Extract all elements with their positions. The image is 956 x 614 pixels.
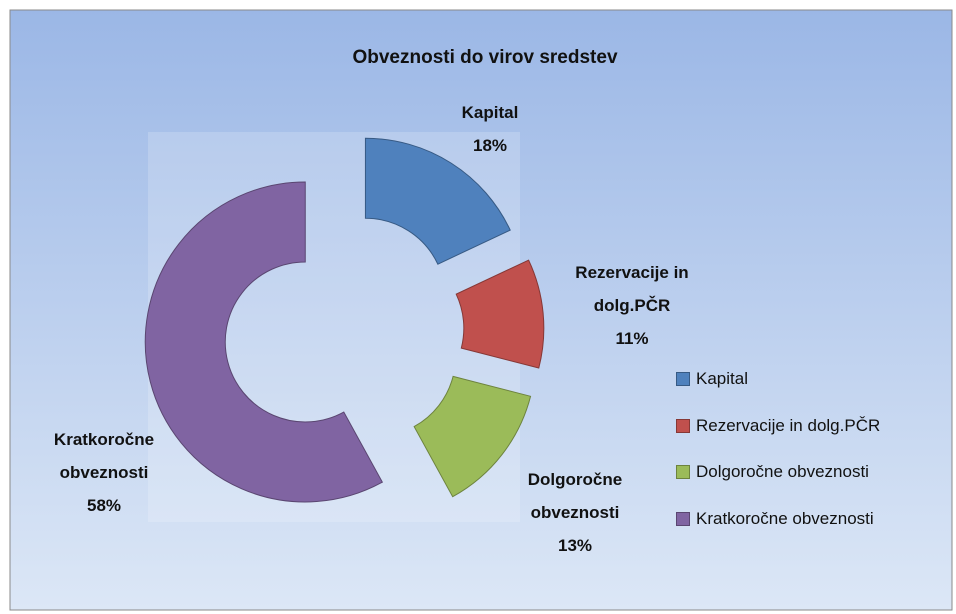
data-label-value: 13% [557,536,593,555]
legend-label: Kratkoročne obveznosti [696,509,874,529]
legend-swatch [676,512,690,527]
doughnut-slice [364,137,511,265]
doughnut-slice [144,181,384,503]
data-label-value: 58% [86,496,122,515]
data-label-name: Kapital [461,103,519,122]
legend-item: Kratkoročne obveznosti [676,509,874,529]
legend-item: Rezervacije in dolg.PČR [676,416,880,436]
data-label-value: 18% [472,136,508,155]
data-label-value: 11% [615,329,649,348]
legend-label: Kapital [696,369,748,388]
data-label: Dolgoročne obveznosti 13% [505,463,645,562]
data-label: Rezervacije in dolg.PČR 11% [537,256,727,355]
chart-title: Obveznosti do virov sredstev [352,47,617,68]
legend-item: Kapital [676,369,748,389]
data-label: Kratkoročne obveznosti 58% [29,423,179,522]
data-label-name: Rezervacije in dolg.PČR [575,263,689,315]
doughnut-slice [413,375,532,498]
doughnut-slice [455,259,545,369]
data-label: Kapital 18% [430,96,550,162]
data-label-name: Dolgoročne obveznosti [527,470,623,522]
legend-swatch [676,418,690,433]
legend-swatch [676,372,690,386]
legend-label: Rezervacije in dolg.PČR [696,415,881,435]
legend-label: Dolgoročne obveznosti [696,462,869,482]
legend-item: Dolgoročne obveznosti [676,462,869,482]
data-label-name: Kratkoročne obveznosti [53,430,155,482]
legend-swatch [676,465,690,480]
